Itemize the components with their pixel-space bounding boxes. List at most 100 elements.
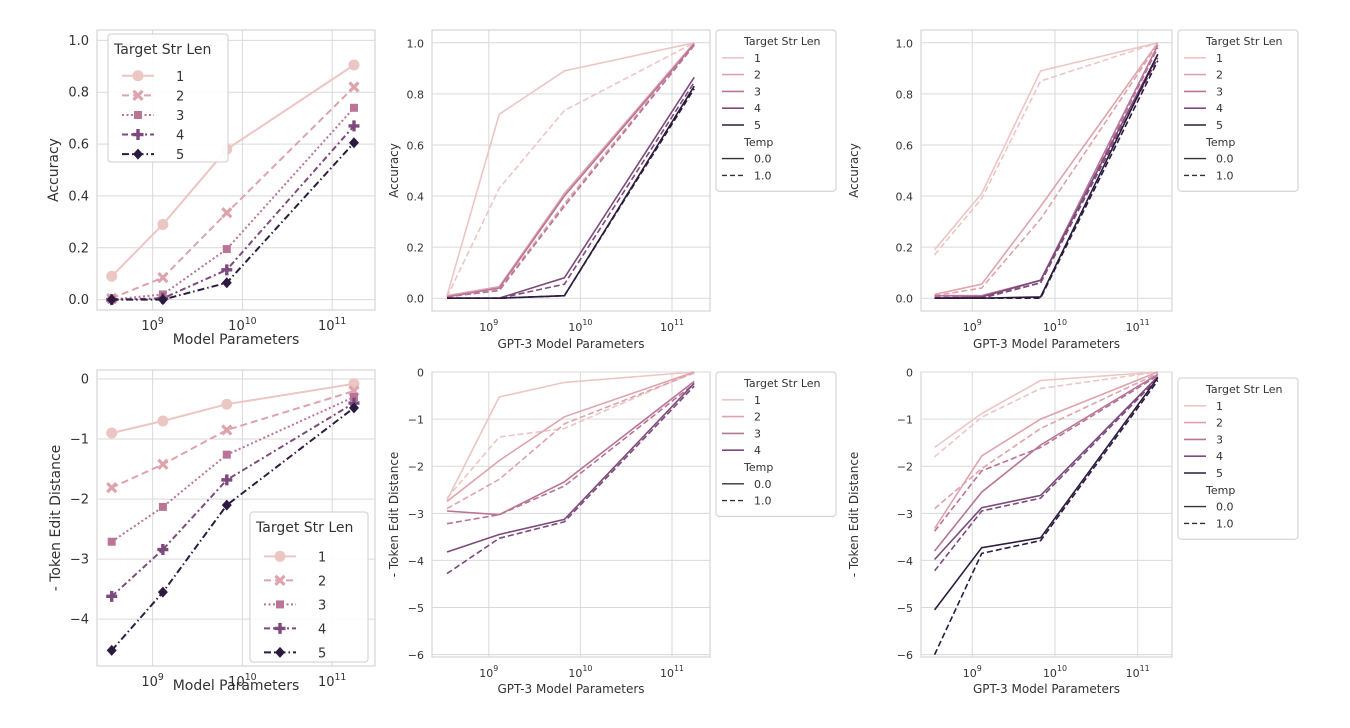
y-tick-label: 0.0 (407, 293, 425, 306)
y-tick-label: 0.4 (896, 191, 914, 204)
y-axis-label: - Token Edit Distance (48, 445, 64, 592)
legend-entry-label: 2 (754, 411, 761, 424)
data-point (157, 458, 169, 470)
legend-style-label: 1.0 (754, 495, 772, 508)
legend-entry-label: 3 (176, 109, 184, 124)
series-line-3-temp-1.0 (446, 44, 695, 298)
legend-marker (274, 622, 286, 634)
series-line-2-temp-1.0 (446, 372, 695, 510)
series-line-3 (111, 107, 355, 301)
chart-panel-3: 109 1010 1011 0.0 0.2 0.4 0.6 0.8 1.0 GPT-3 Model… (847, 29, 1299, 351)
legend-style-title: Temp (743, 136, 773, 149)
data-point (106, 294, 117, 306)
series-line-4-temp-1.0 (933, 378, 1159, 572)
x-tick-label: 1011 (318, 316, 346, 334)
data-point (349, 393, 358, 402)
series-line-2-temp-0.0 (933, 371, 1159, 529)
series-line-4-temp-0.0 (446, 382, 695, 553)
series-line-1-temp-1.0 (934, 371, 1158, 458)
x-tick-label: 1011 (318, 672, 346, 690)
legend-style-title: Temp (1205, 484, 1235, 497)
legend-frame (1177, 377, 1299, 540)
y-tick-label: −6 (897, 649, 913, 662)
legend-entry-label: 5 (1216, 467, 1223, 480)
y-tick-label: −4 (70, 613, 89, 628)
x-axis-label: GPT-3 Model Parameters (973, 337, 1120, 351)
legend-entry-label: 3 (754, 427, 761, 440)
y-axis-label: Accuracy (46, 138, 62, 202)
x-tick-label: 1010 (568, 318, 592, 334)
legend-title: Target Str Len (1205, 383, 1283, 396)
legend: Target Str Len 1 2 3 4 Temp 0.0 1.0 (715, 371, 837, 517)
y-tick-label: −1 (897, 414, 913, 427)
data-point (221, 499, 232, 511)
legend-style-label: 0.0 (754, 478, 772, 491)
series-line-4-temp-1.0 (447, 81, 695, 300)
legend-entry-label: 4 (176, 129, 184, 144)
y-tick-label: −5 (897, 602, 913, 615)
series-line-1 (110, 64, 355, 278)
data-point (221, 207, 233, 219)
y-tick-label: 0 (417, 367, 424, 380)
data-point (221, 277, 232, 289)
series-line-3-temp-0.0 (446, 43, 695, 298)
legend-marker (133, 148, 143, 160)
data-point (106, 427, 118, 439)
y-axis-label: Accuracy (387, 143, 401, 198)
legend: Target Str Len 1 2 3 4 5 Temp 0.0 1.0 (1177, 377, 1299, 540)
y-tick-label: −1 (408, 414, 424, 427)
legend-entry-label: 5 (1216, 119, 1223, 132)
data-point (221, 264, 233, 276)
series-line-5-temp-1.0 (934, 60, 1159, 300)
legend-style-label: 0.0 (754, 153, 772, 166)
y-tick-label: −2 (897, 461, 913, 474)
data-point (106, 644, 117, 656)
series-line-1 (111, 382, 355, 434)
series-line-3-temp-0.0 (446, 380, 695, 516)
series-line-1-temp-0.0 (934, 371, 1158, 449)
legend-entry-label: 2 (754, 69, 761, 82)
y-tick-label: 0.2 (896, 242, 914, 255)
legend-entry-label: 1 (176, 70, 184, 85)
y-tick-label: 1.0 (407, 37, 425, 50)
legend-title: Target Str Len (1205, 35, 1283, 48)
y-tick-label: 0.0 (68, 293, 89, 308)
legend-style-title: Temp (1205, 136, 1235, 149)
x-tick-label: 1011 (1126, 664, 1150, 680)
series-line-3-temp-1.0 (933, 375, 1159, 532)
legend-entry-label: 4 (1216, 450, 1223, 463)
series-line-2 (111, 390, 355, 489)
y-tick-label: 0.4 (68, 189, 89, 204)
data-point (348, 81, 360, 93)
legend: Target Str Len 1 2 3 4 5 (249, 511, 369, 663)
legend-marker (276, 600, 284, 609)
x-tick-label: 109 (479, 318, 498, 334)
x-tick-label: 1010 (1043, 318, 1067, 334)
y-tick-label: 0 (81, 373, 89, 388)
legend-title: Target Str Len (255, 520, 353, 536)
chart-panel-5: 109 1010 1011 0 −1 −2 −3 −4 −5 −6 GPT-3 Model Para… (387, 367, 837, 696)
data-point (221, 398, 233, 410)
chart-panel-6: 109 1010 1011 0 −1 −2 −3 −4 −5 −6 GPT-3 Model Para… (847, 367, 1299, 696)
x-tick-label: 1010 (228, 316, 256, 334)
legend-entry-label: 5 (318, 646, 326, 661)
legend-marker (132, 70, 144, 82)
x-tick-label: 1010 (568, 664, 592, 680)
y-tick-label: 1.0 (896, 37, 914, 50)
legend-marker (274, 574, 286, 587)
y-tick-label: 0 (906, 367, 913, 380)
legend-entry-label: 1 (754, 52, 761, 65)
series-line-2-temp-1.0 (446, 43, 695, 298)
legend-title: Target Str Len (113, 42, 211, 58)
series-line-5-temp-1.0 (933, 380, 1159, 655)
legend-title: Target Str Len (743, 35, 821, 48)
series-line-5 (111, 142, 355, 301)
x-axis-label: Model Parameters (173, 678, 300, 694)
legend-entry-label: 4 (318, 622, 326, 637)
legend-entry-label: 5 (176, 148, 184, 163)
plot-area (920, 29, 1173, 312)
series-line-4-temp-1.0 (446, 385, 695, 575)
data-point (157, 586, 168, 598)
data-point (158, 502, 167, 511)
x-axis-label: GPT-3 Model Parameters (497, 682, 644, 696)
